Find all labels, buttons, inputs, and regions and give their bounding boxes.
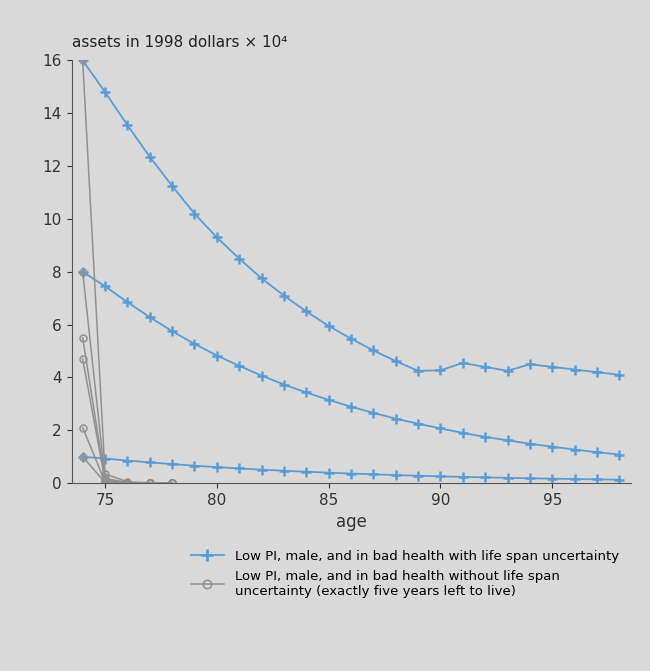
Text: assets in 1998 dollars × 10⁴: assets in 1998 dollars × 10⁴ [72, 34, 287, 50]
X-axis label: age: age [335, 513, 367, 531]
Legend: Low PI, male, and in bad health with life span uncertainty, Low PI, male, and in: Low PI, male, and in bad health with lif… [186, 545, 624, 603]
